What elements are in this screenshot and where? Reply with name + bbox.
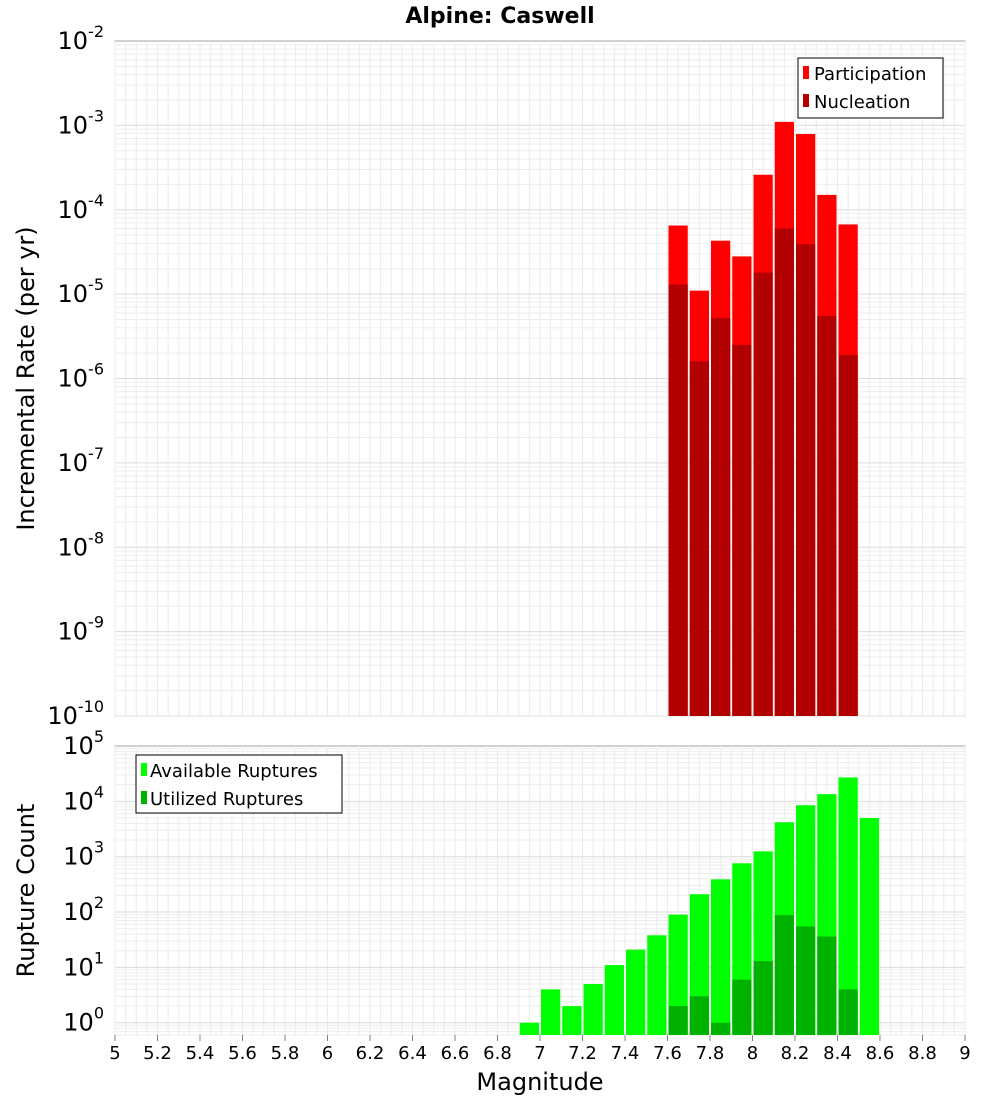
y-tick-label: 10-9	[58, 613, 105, 646]
bottom-legend: Available Ruptures Utilized Ruptures	[135, 754, 343, 814]
bottom-bars	[519, 777, 879, 1035]
x-tick-label: 5	[109, 1043, 120, 1064]
available-ruptures-bar	[668, 914, 688, 1035]
y-tick-label: 10-3	[58, 106, 105, 139]
participation-swatch	[803, 66, 809, 79]
bottom-legend-box	[135, 754, 343, 814]
x-tick-label: 7.4	[611, 1043, 640, 1064]
nucleation-bar	[732, 344, 752, 716]
utilized-ruptures-bar	[817, 936, 837, 1035]
x-tick-label: 7.8	[696, 1043, 725, 1064]
x-tick-label: 8.4	[823, 1043, 852, 1064]
nucleation-swatch	[803, 94, 809, 107]
x-tick-label: 5.2	[143, 1043, 172, 1064]
utilized-ruptures-swatch	[141, 791, 147, 804]
nucleation-bar	[689, 361, 709, 716]
x-tick-label: 8	[747, 1043, 758, 1064]
top-grid	[114, 41, 966, 717]
utilized-ruptures-bar	[668, 1006, 688, 1035]
y-tick-label: 100	[63, 1004, 104, 1037]
x-tick-label: 8.8	[908, 1043, 937, 1064]
x-tick-label: 5.8	[271, 1043, 300, 1064]
top-legend-box	[797, 57, 944, 119]
y-tick-label: 10-8	[58, 528, 105, 561]
x-tick-label: 6.4	[398, 1043, 427, 1064]
nucleation-bar	[668, 284, 688, 716]
bottom-y-axis-label: Rupture Count	[12, 804, 40, 978]
x-tick-label: 7.6	[653, 1043, 682, 1064]
utilized-ruptures-bar	[732, 979, 752, 1035]
available-ruptures-legend-label: Available Ruptures	[150, 761, 318, 782]
x-tick-label: 8.6	[866, 1043, 895, 1064]
available-ruptures-bar	[859, 818, 879, 1035]
nucleation-bar	[753, 272, 773, 716]
x-tick-label: 7	[534, 1043, 545, 1064]
top-y-axis-label: Incremental Rate (per yr)	[12, 226, 40, 530]
y-tick-label: 105	[63, 727, 104, 760]
nucleation-bar	[774, 228, 794, 716]
x-tick-label: 5.4	[186, 1043, 215, 1064]
bottom-y-ticks: 100 101 102 103 104 105	[63, 727, 104, 1037]
y-tick-label: 10-10	[47, 697, 104, 730]
y-tick-label: 10-5	[58, 275, 105, 308]
utilized-ruptures-bar	[711, 1022, 731, 1035]
x-tick-label: 5.6	[228, 1043, 257, 1064]
y-tick-label: 103	[63, 838, 104, 871]
nucleation-bar	[838, 354, 858, 716]
utilized-ruptures-bar	[774, 915, 794, 1035]
x-tick-label: 6.2	[356, 1043, 385, 1064]
top-bars	[668, 121, 858, 717]
available-ruptures-bar	[711, 879, 731, 1035]
top-legend: Participation Nucleation	[797, 57, 944, 119]
available-ruptures-bar	[519, 1022, 539, 1035]
x-tick-label: 9	[959, 1043, 970, 1064]
x-tick-label: 8.2	[781, 1043, 810, 1064]
utilized-ruptures-legend-label: Utilized Ruptures	[150, 789, 303, 810]
top-y-ticks: 10-10 10-9 10-8 10-7 10-6 10-5 10-4 10-3 10-2	[47, 22, 104, 730]
y-tick-label: 10-7	[58, 444, 105, 477]
utilized-ruptures-bar	[753, 961, 773, 1035]
available-ruptures-bar	[541, 989, 561, 1035]
nucleation-legend-label: Nucleation	[814, 92, 910, 113]
available-ruptures-swatch	[141, 763, 147, 776]
available-ruptures-bar	[838, 777, 858, 1035]
x-ticks: 5 5.2 5.4 5.6 5.8 6 6.2 6.4 6.6 6.8 7 7.2 7.4 7.6 7.8 8…	[109, 1035, 971, 1064]
x-axis-label: Magnitude	[476, 1068, 603, 1096]
available-ruptures-bar	[604, 965, 624, 1035]
x-tick-label: 6	[322, 1043, 333, 1064]
x-tick-label: 6.8	[483, 1043, 512, 1064]
available-ruptures-bar	[626, 949, 646, 1035]
x-tick-label: 7.2	[568, 1043, 597, 1064]
y-tick-label: 104	[63, 782, 104, 815]
rupture-count-panel: 100 101 102 103 104 105 5 5.2 5.4 5.6 5.8 6 6.2 6.4 6…	[12, 727, 971, 1096]
available-ruptures-bar	[562, 1006, 582, 1035]
chart-title: Alpine: Caswell	[405, 4, 594, 29]
available-ruptures-bar	[583, 984, 603, 1035]
y-tick-label: 10-6	[58, 360, 105, 393]
y-tick-label: 10-4	[58, 191, 105, 224]
available-ruptures-bar	[647, 935, 667, 1035]
y-tick-label: 101	[63, 948, 104, 981]
nucleation-bar	[817, 316, 837, 716]
x-tick-label: 6.6	[441, 1043, 470, 1064]
participation-legend-label: Participation	[814, 64, 926, 85]
nucleation-bar	[711, 318, 731, 716]
y-tick-label: 10-2	[58, 22, 105, 55]
y-tick-label: 102	[63, 893, 104, 926]
participation-nucleation-panel: 10-10 10-9 10-8 10-7 10-6 10-5 10-4 10-3 10-2 In…	[12, 22, 966, 730]
utilized-ruptures-bar	[838, 989, 858, 1035]
utilized-ruptures-bar	[689, 996, 709, 1035]
nucleation-bar	[796, 244, 816, 717]
utilized-ruptures-bar	[796, 926, 816, 1035]
